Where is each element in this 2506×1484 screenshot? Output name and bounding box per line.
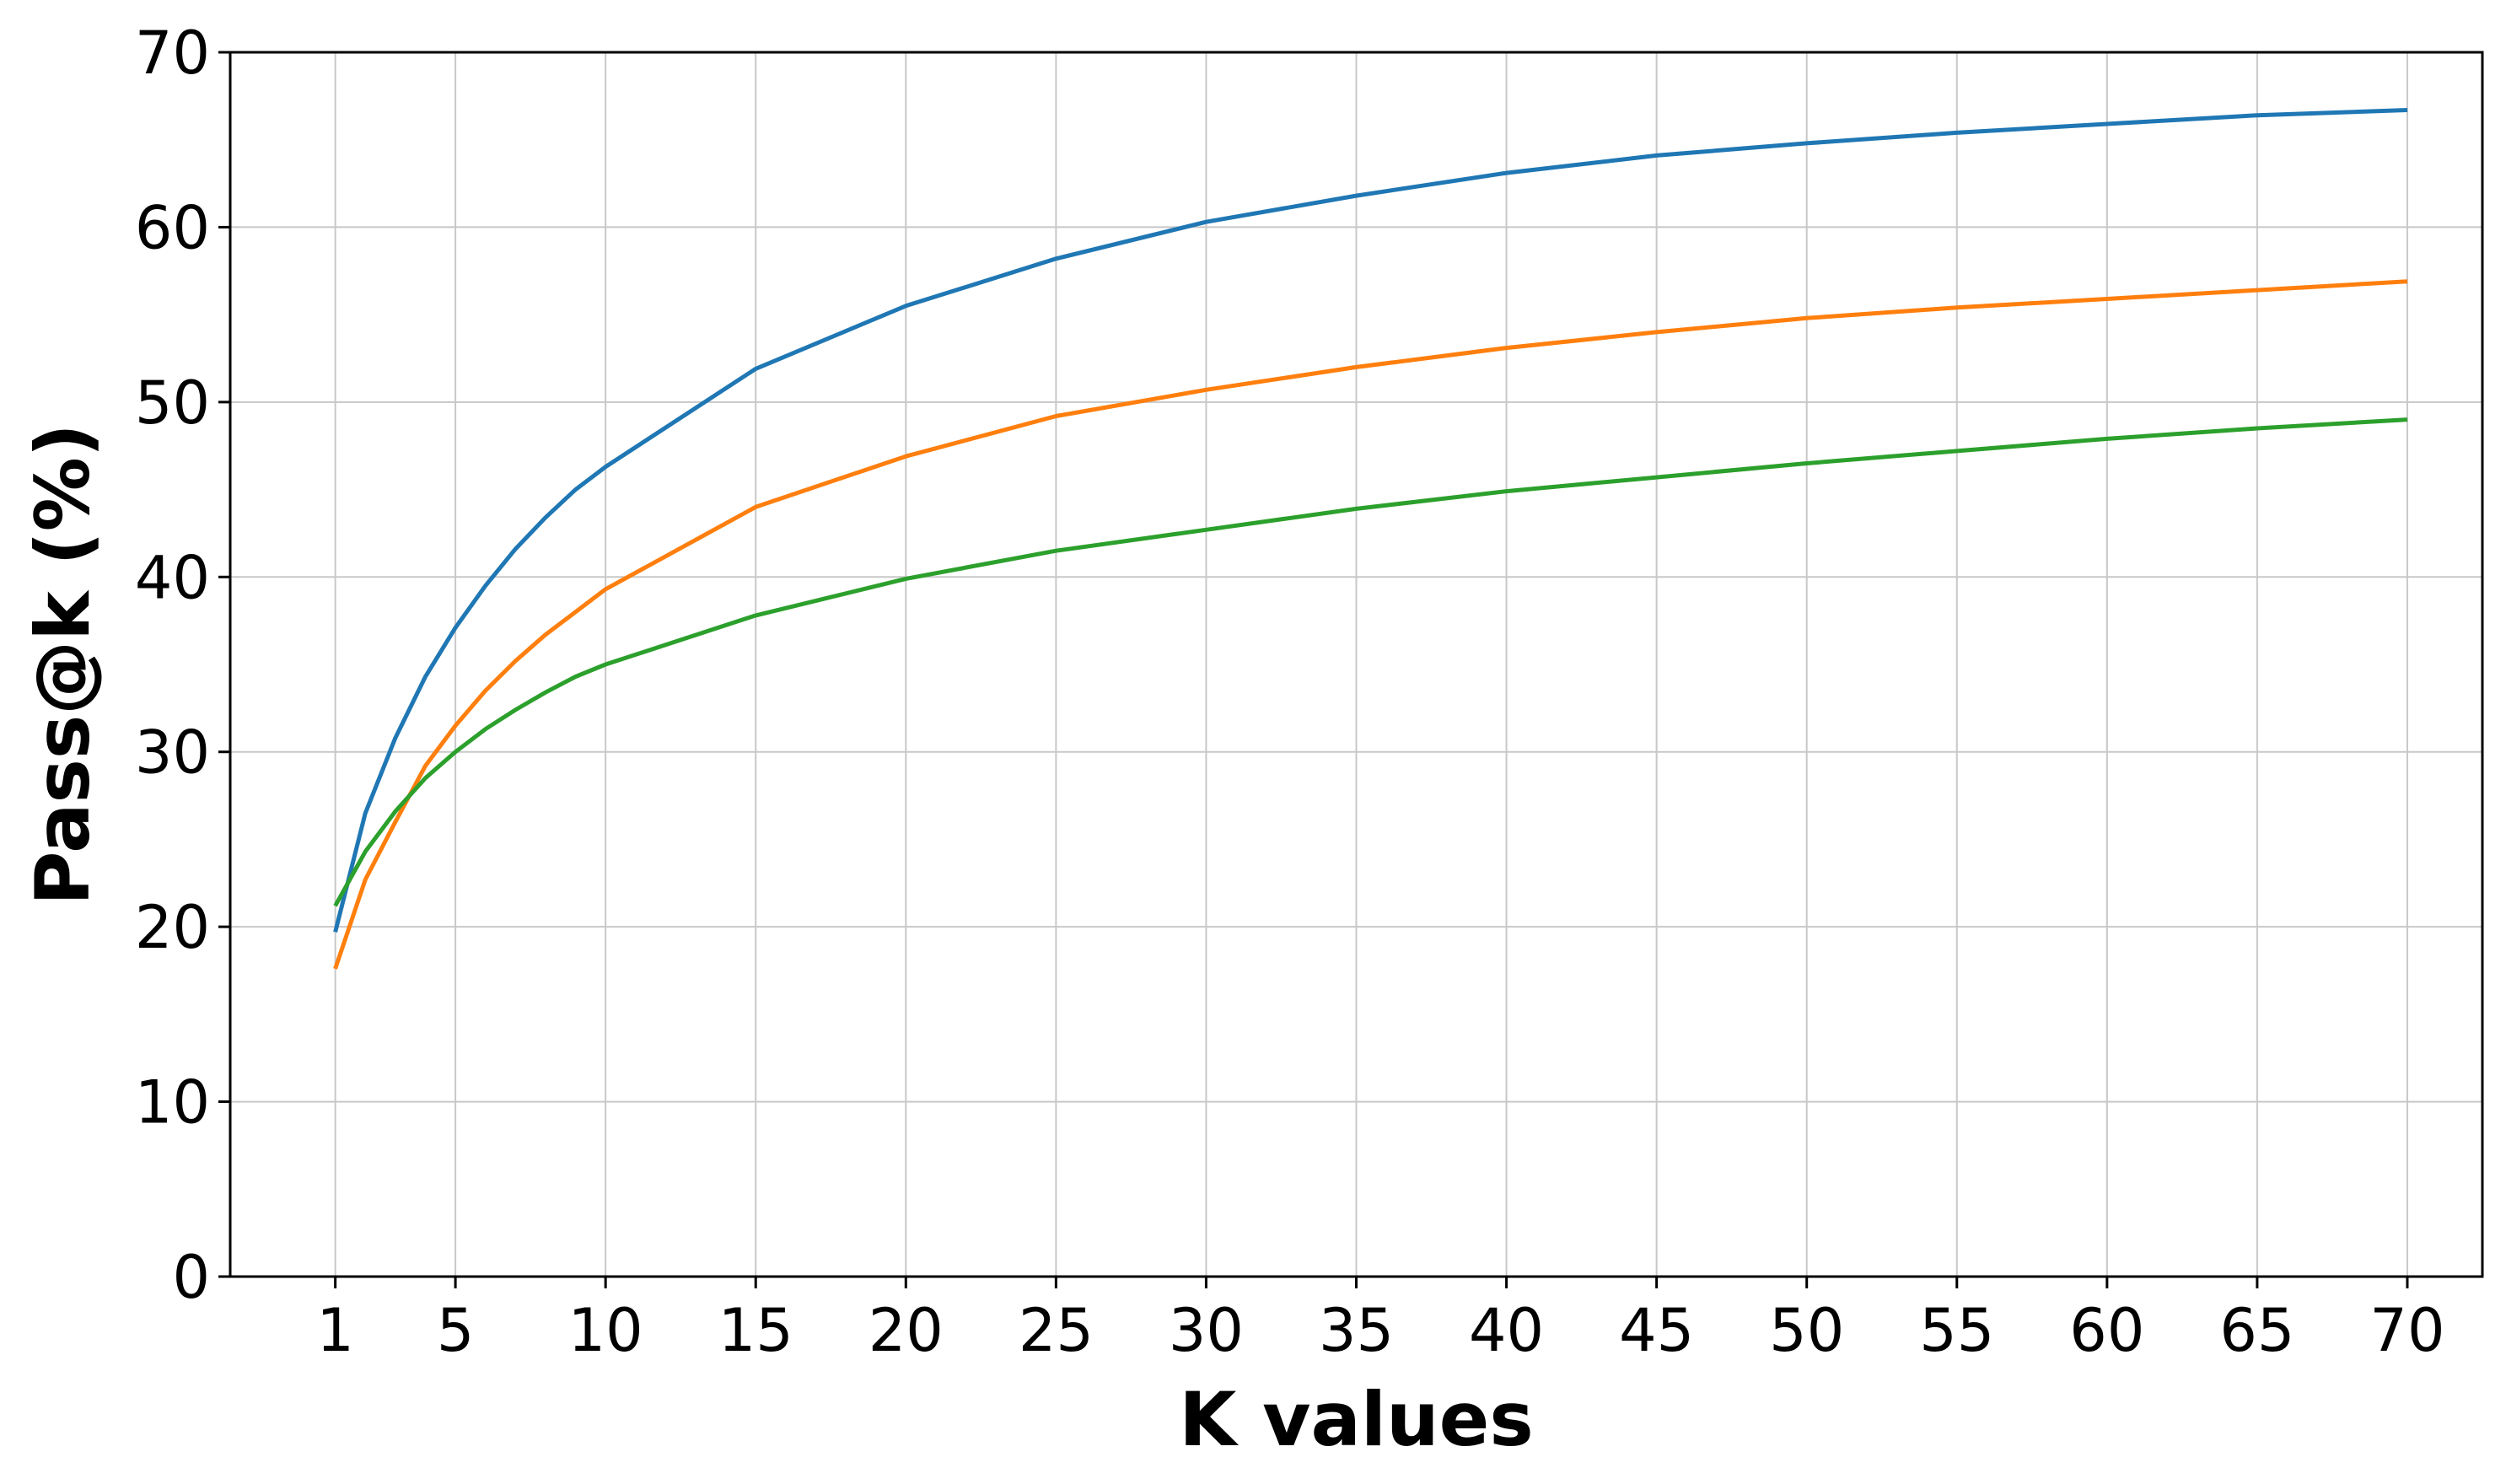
x-tick-label: 45 bbox=[1619, 1296, 1694, 1365]
series-line-3 bbox=[333, 417, 2408, 907]
x-tick-label: 55 bbox=[1919, 1296, 1994, 1365]
y-tick-label: 30 bbox=[135, 718, 210, 788]
y-tick-label: 0 bbox=[172, 1243, 210, 1312]
x-tick-label: 65 bbox=[2219, 1296, 2294, 1365]
x-tick-label: 50 bbox=[1769, 1296, 1844, 1365]
ticks: 1 5 10 15 20 25 30 35 40 45 50 55 60 65 70010203040506… bbox=[135, 19, 2445, 1365]
y-tick-label: 40 bbox=[135, 543, 210, 612]
x-tick-label: 10 bbox=[568, 1296, 643, 1365]
x-axis-label: K values bbox=[1179, 1376, 1533, 1463]
series-group bbox=[333, 108, 2408, 970]
x-tick-label: 1 bbox=[316, 1296, 354, 1365]
x-tick-label: 60 bbox=[2069, 1296, 2144, 1365]
x-tick-label: 15 bbox=[718, 1296, 793, 1365]
x-tick-label: 70 bbox=[2369, 1296, 2444, 1365]
x-tick-label: 35 bbox=[1319, 1296, 1394, 1365]
x-tick-label: 25 bbox=[1019, 1296, 1094, 1365]
x-tick-label: 30 bbox=[1169, 1296, 1244, 1365]
x-tick-label: 40 bbox=[1469, 1296, 1544, 1365]
series-line-1 bbox=[333, 108, 2408, 933]
y-tick-label: 50 bbox=[135, 368, 210, 438]
y-tick-label: 60 bbox=[135, 193, 210, 262]
series-line-2 bbox=[333, 279, 2408, 970]
y-tick-label: 20 bbox=[135, 893, 210, 962]
y-axis-label: Pass@k (%) bbox=[19, 423, 106, 906]
y-tick-label: 10 bbox=[135, 1068, 210, 1137]
x-tick-label: 5 bbox=[437, 1296, 475, 1365]
y-tick-label: 70 bbox=[135, 19, 210, 88]
x-tick-label: 20 bbox=[868, 1296, 944, 1365]
